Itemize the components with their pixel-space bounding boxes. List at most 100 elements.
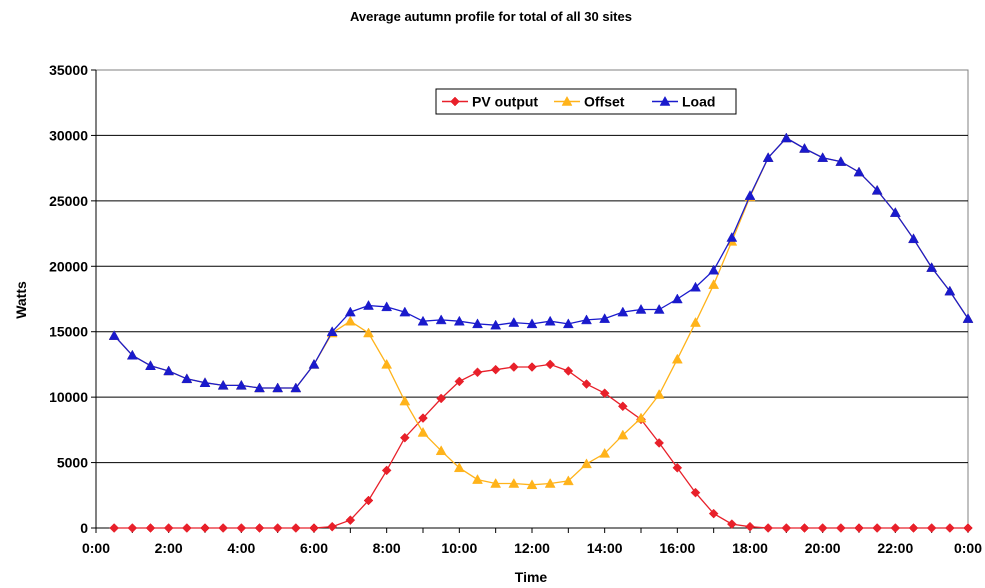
data-point [944, 523, 955, 533]
data-point [526, 318, 538, 329]
data-point [653, 389, 665, 399]
data-point [417, 315, 429, 326]
y-tick-label: 5000 [57, 455, 88, 471]
data-point [671, 293, 683, 304]
data-point [635, 303, 647, 314]
legend-marker [450, 96, 460, 107]
data-point [399, 432, 410, 443]
data-point [399, 395, 411, 406]
data-point [145, 360, 156, 370]
series-layer [108, 132, 974, 533]
data-point [454, 376, 465, 387]
y-axis-title: Watts [13, 281, 29, 319]
data-point [562, 318, 574, 329]
data-point [508, 362, 519, 372]
data-point [344, 315, 356, 326]
chart-title: Average autumn profile for total of all … [350, 9, 632, 24]
data-point [435, 445, 447, 456]
data-point [545, 359, 556, 370]
data-point [853, 166, 865, 177]
data-point [381, 358, 393, 369]
plot-border [95, 69, 969, 529]
data-point [254, 382, 265, 393]
x-tick-label: 6:00 [300, 540, 328, 556]
data-point [327, 521, 338, 532]
x-tick-label: 18:00 [732, 540, 768, 556]
data-point [562, 475, 574, 486]
x-axis-title: Time [515, 569, 548, 585]
data-point [418, 413, 428, 423]
x-tick-label: 20:00 [805, 540, 841, 556]
data-point [527, 362, 537, 372]
data-point [581, 314, 592, 325]
data-point [435, 314, 447, 325]
data-point [617, 429, 629, 440]
data-point [653, 303, 665, 314]
legend-marker [561, 95, 573, 106]
x-axis: 0:00 2:00 4:00 6:00 8:00 10:00 12:00 14:00 16:00… [82, 527, 982, 556]
data-point [599, 447, 611, 458]
data-point [290, 523, 301, 533]
data-point [599, 388, 610, 399]
x-tick-label: 10:00 [441, 540, 477, 556]
data-point [690, 317, 701, 327]
data-point [345, 515, 356, 526]
data-point [872, 523, 883, 533]
data-point [817, 152, 829, 162]
data-point [635, 412, 647, 423]
legend-label: Load [682, 94, 715, 110]
data-point [654, 438, 665, 448]
data-point [708, 508, 719, 519]
data-point [835, 156, 847, 166]
data-point [671, 353, 683, 364]
plot-area [95, 69, 969, 529]
data-point [381, 465, 392, 476]
x-tick-label: 0:00 [82, 540, 110, 556]
data-point [363, 327, 374, 338]
data-point [908, 233, 919, 244]
legend: PV output Offset Load [435, 88, 737, 115]
data-point [490, 477, 502, 488]
data-point [781, 523, 792, 533]
x-tick-label: 16:00 [659, 540, 695, 556]
data-point [217, 379, 229, 390]
data-point [817, 523, 828, 533]
data-point [563, 366, 574, 376]
y-tick-label: 10000 [49, 389, 88, 405]
data-point [581, 458, 592, 469]
data-point [763, 523, 774, 533]
y-tick-label: 20000 [49, 258, 88, 274]
data-point [889, 207, 901, 217]
y-tick-label: 30000 [49, 127, 88, 143]
data-point [472, 318, 483, 329]
data-point [272, 523, 283, 533]
data-point [127, 523, 138, 533]
data-point [508, 317, 520, 327]
data-point [835, 523, 846, 533]
x-tick-label: 12:00 [514, 540, 550, 556]
legend-label: PV output [472, 94, 538, 110]
data-point [963, 523, 973, 533]
data-point [344, 306, 356, 317]
data-point [290, 382, 302, 393]
data-point [617, 306, 629, 317]
data-point [690, 281, 701, 292]
data-point [363, 300, 374, 310]
data-point [181, 373, 193, 384]
data-point [109, 523, 120, 533]
data-point [436, 393, 447, 404]
y-tick-label: 0 [80, 520, 88, 536]
data-point [472, 367, 483, 378]
data-point [544, 477, 556, 488]
data-point [199, 377, 211, 387]
data-point [453, 462, 465, 473]
data-point [108, 330, 120, 340]
data-point [508, 477, 520, 488]
data-point [926, 262, 938, 272]
data-point [744, 190, 756, 200]
data-point [780, 132, 792, 143]
data-point [490, 364, 501, 375]
data-point [854, 523, 864, 533]
x-tick-label: 22:00 [877, 540, 913, 556]
